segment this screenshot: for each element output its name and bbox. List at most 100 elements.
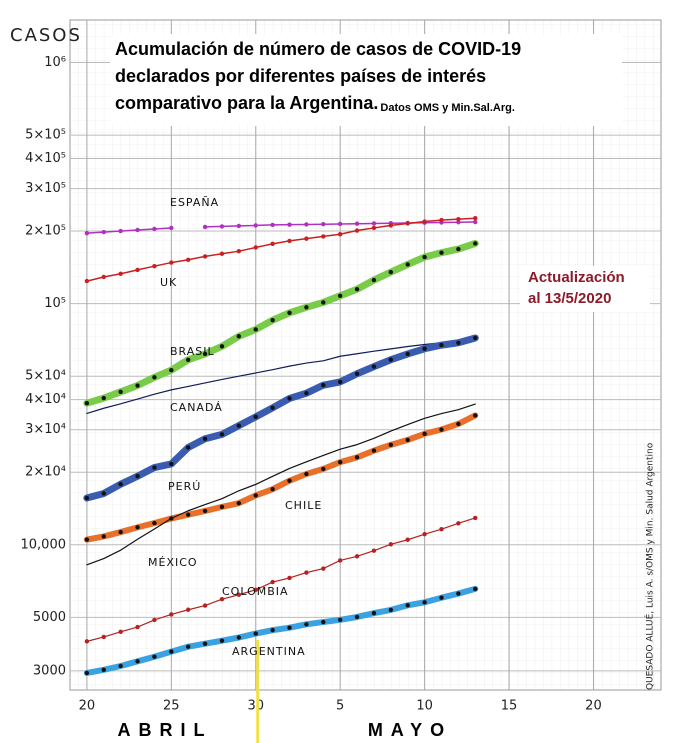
data-point xyxy=(439,250,444,255)
series-line xyxy=(83,334,479,502)
series-line xyxy=(86,403,476,566)
x-tick-label: 10 xyxy=(416,699,433,714)
data-point xyxy=(321,234,326,239)
data-point xyxy=(186,607,191,612)
data-point xyxy=(202,508,208,514)
data-point xyxy=(101,534,106,539)
data-point xyxy=(84,639,90,644)
data-point xyxy=(152,465,157,470)
data-point xyxy=(371,225,377,231)
data-point xyxy=(84,670,90,676)
series-label: PERÚ xyxy=(168,480,201,493)
data-point xyxy=(456,246,461,252)
data-point xyxy=(422,219,427,224)
title-line: Acumulación de número de casos de COVID-… xyxy=(115,39,521,59)
data-point xyxy=(473,515,478,521)
data-point xyxy=(456,591,461,596)
data-point xyxy=(186,357,191,362)
data-point xyxy=(388,442,394,448)
series-label: COLOMBIA xyxy=(222,585,289,598)
data-point xyxy=(219,251,225,256)
data-point xyxy=(337,232,343,237)
x-tick-label: 25 xyxy=(163,699,180,714)
data-point xyxy=(287,396,292,401)
data-point xyxy=(354,554,360,559)
data-point xyxy=(304,471,309,477)
data-point xyxy=(287,222,292,227)
data-point xyxy=(304,570,309,575)
series-label: ARGENTINA xyxy=(232,645,306,658)
data-point xyxy=(202,224,208,230)
data-point xyxy=(371,610,377,616)
data-point xyxy=(270,579,275,585)
y-tick-label: 5000 xyxy=(33,610,66,625)
y-axis-label: CASOS xyxy=(10,25,82,46)
data-point xyxy=(371,221,377,226)
data-point xyxy=(219,638,225,643)
data-point xyxy=(135,267,140,273)
data-point xyxy=(118,481,123,487)
x-tick-label: 20 xyxy=(585,699,602,714)
data-point xyxy=(135,624,140,630)
data-point xyxy=(135,525,140,530)
data-point xyxy=(202,436,208,441)
y-tick-label: 10⁶ xyxy=(44,55,66,70)
data-point xyxy=(169,612,174,617)
data-point xyxy=(236,334,242,339)
data-point xyxy=(202,254,208,259)
data-point xyxy=(287,575,292,581)
data-point xyxy=(304,305,309,310)
data-point xyxy=(388,223,394,228)
data-point xyxy=(186,644,191,649)
data-point xyxy=(405,537,410,542)
data-point xyxy=(422,600,427,605)
data-point xyxy=(118,271,123,276)
data-point xyxy=(270,405,275,411)
data-point xyxy=(456,216,461,222)
data-point xyxy=(321,566,326,571)
series-line xyxy=(86,217,477,282)
data-point xyxy=(422,532,427,537)
plot: 10⁶ 5×10⁵ 4×10⁵ 3×10⁵ 2×10⁵ 10⁵ 5×10⁴ 4×10⁴ 3×10… xyxy=(21,20,661,743)
data-point xyxy=(169,649,174,654)
data-point xyxy=(473,241,478,246)
data-point xyxy=(287,238,292,244)
data-point xyxy=(405,603,410,608)
series-line xyxy=(83,239,479,407)
data-point xyxy=(270,486,275,492)
data-point xyxy=(236,592,242,597)
data-point xyxy=(118,529,123,535)
data-point xyxy=(202,603,208,608)
data-point xyxy=(439,595,444,600)
y-tick-label: 2×10⁵ xyxy=(25,224,66,239)
data-point xyxy=(473,219,478,225)
data-point xyxy=(253,327,258,332)
data-point xyxy=(186,512,191,517)
annotation-box xyxy=(520,266,650,312)
series-line xyxy=(83,585,479,676)
subtitle: Datos OMS y Min.Sal.Arg. xyxy=(380,102,514,114)
title-line: comparativo para la Argentina. xyxy=(115,93,378,113)
data-point xyxy=(219,432,225,437)
series-label: UK xyxy=(160,276,177,289)
data-point xyxy=(321,466,326,472)
data-point xyxy=(287,478,292,483)
data-point xyxy=(84,495,90,501)
data-point xyxy=(253,587,258,593)
data-point xyxy=(473,413,478,418)
data-point xyxy=(337,379,343,385)
series-label: MÉXICO xyxy=(148,556,198,569)
data-point xyxy=(354,287,360,292)
data-point xyxy=(456,220,461,225)
data-point xyxy=(152,520,157,526)
data-point xyxy=(337,221,343,227)
data-point xyxy=(253,414,258,420)
data-point xyxy=(388,542,394,547)
data-point xyxy=(202,351,208,357)
data-point xyxy=(253,493,258,498)
data-point xyxy=(388,269,394,275)
plot-frame xyxy=(69,19,662,691)
data-point xyxy=(101,274,106,280)
data-point xyxy=(456,521,461,526)
data-point xyxy=(337,617,343,622)
